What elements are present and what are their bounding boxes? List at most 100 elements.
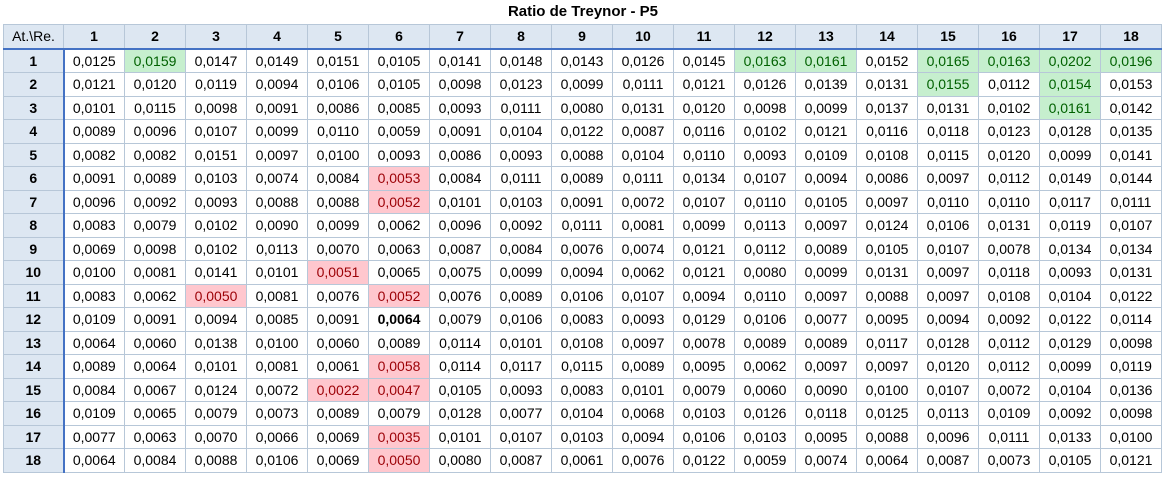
table-row: 10 0,0100 0,0081 0,0141 0,0101 0,0051 0,0065 0,… xyxy=(3,260,1162,285)
table-cell: 0,0099 xyxy=(795,260,857,285)
table-cell: 0,0064 xyxy=(63,448,125,473)
table-cell: 0,0097 xyxy=(795,283,857,308)
table-cell: 0,0089 xyxy=(612,354,674,379)
table-cell: 0,0079 xyxy=(368,401,430,426)
row-header: 4 xyxy=(3,119,65,144)
table-cell-highlight-low: 0,0047 xyxy=(368,377,430,402)
table-cell: 0,0115 xyxy=(124,95,186,120)
table-cell: 0,0070 xyxy=(185,424,247,449)
table-cell: 0,0112 xyxy=(978,72,1040,97)
table-cell-highlight-low: 0,0053 xyxy=(368,166,430,191)
column-header: 15 xyxy=(917,24,979,50)
table-cell: 0,0067 xyxy=(124,377,186,402)
table-cell: 0,0097 xyxy=(795,354,857,379)
table-cell: 0,0110 xyxy=(734,283,796,308)
table-cell-highlight-low: 0,0058 xyxy=(368,354,430,379)
table-cell: 0,0110 xyxy=(917,189,979,214)
table-cell: 0,0153 xyxy=(1100,72,1162,97)
table-cell: 0,0099 xyxy=(673,213,735,238)
table-cell: 0,0111 xyxy=(612,72,674,97)
table-cell: 0,0107 xyxy=(185,119,247,144)
table-cell-highlight-low: 0,0050 xyxy=(368,448,430,473)
table-cell: 0,0094 xyxy=(612,424,674,449)
table-cell: 0,0111 xyxy=(490,95,552,120)
table-cell-highlight-high: 0,0163 xyxy=(978,48,1040,73)
table-cell: 0,0070 xyxy=(307,236,369,261)
table-cell: 0,0088 xyxy=(856,424,918,449)
table-cell: 0,0089 xyxy=(124,166,186,191)
table-cell: 0,0101 xyxy=(185,354,247,379)
table-cell: 0,0081 xyxy=(124,260,186,285)
table-cell: 0,0091 xyxy=(63,166,125,191)
table-cell: 0,0062 xyxy=(368,213,430,238)
table-cell: 0,0077 xyxy=(490,401,552,426)
table-cell: 0,0097 xyxy=(856,189,918,214)
table-cell: 0,0081 xyxy=(246,283,308,308)
table-cell: 0,0145 xyxy=(673,48,735,73)
table-cell: 0,0093 xyxy=(734,142,796,167)
table-row: 8 0,0083 0,0079 0,0102 0,0090 0,0099 0,0062 0,0… xyxy=(3,213,1162,238)
row-header: 15 xyxy=(3,377,65,402)
table-cell: 0,0097 xyxy=(856,354,918,379)
table-cell: 0,0094 xyxy=(246,72,308,97)
table-cell: 0,0126 xyxy=(612,48,674,73)
table-cell: 0,0125 xyxy=(856,401,918,426)
table-cell: 0,0120 xyxy=(978,142,1040,167)
table-cell: 0,0087 xyxy=(612,119,674,144)
table-cell: 0,0096 xyxy=(63,189,125,214)
table-cell: 0,0137 xyxy=(856,95,918,120)
table-cell: 0,0133 xyxy=(1039,424,1101,449)
table-cell: 0,0078 xyxy=(978,236,1040,261)
table-cell: 0,0107 xyxy=(612,283,674,308)
table-cell: 0,0121 xyxy=(63,72,125,97)
table-cell: 0,0086 xyxy=(856,166,918,191)
table-cell: 0,0080 xyxy=(734,260,796,285)
table-row: 2 0,0121 0,0120 0,0119 0,0094 0,0106 0,0105 0,0… xyxy=(3,72,1162,97)
table-cell: 0,0096 xyxy=(124,119,186,144)
table-cell: 0,0131 xyxy=(856,260,918,285)
table-cell: 0,0131 xyxy=(856,72,918,97)
table-cell: 0,0095 xyxy=(673,354,735,379)
table-cell: 0,0103 xyxy=(185,166,247,191)
table-cell: 0,0101 xyxy=(429,424,491,449)
table-cell: 0,0135 xyxy=(1100,119,1162,144)
table-cell-highlight-high: 0,0155 xyxy=(917,72,979,97)
table-cell: 0,0110 xyxy=(673,142,735,167)
table-row: 15 0,0084 0,0067 0,0124 0,0072 0,0022 0,0047 0,… xyxy=(3,377,1162,402)
table-cell: 0,0072 xyxy=(978,377,1040,402)
row-header: 16 xyxy=(3,401,65,426)
table-cell: 0,0094 xyxy=(673,283,735,308)
table-cell: 0,0120 xyxy=(673,95,735,120)
table-cell: 0,0097 xyxy=(246,142,308,167)
column-header: 3 xyxy=(185,24,247,50)
table-cell: 0,0079 xyxy=(124,213,186,238)
row-header: 6 xyxy=(3,166,65,191)
table-cell: 0,0113 xyxy=(917,401,979,426)
table-cell: 0,0062 xyxy=(124,283,186,308)
treynor-ratio-table: At.\Re. 1 2 3 4 5 6 7 8 9 10 11 12 13 14 15 16 17 18 1 0,0… xyxy=(3,24,1162,473)
table-cell: 0,0109 xyxy=(978,401,1040,426)
table-cell: 0,0096 xyxy=(429,213,491,238)
table-cell: 0,0128 xyxy=(1039,119,1101,144)
table-cell: 0,0107 xyxy=(673,189,735,214)
table-cell: 0,0090 xyxy=(795,377,857,402)
table-cell: 0,0097 xyxy=(612,330,674,355)
table-cell: 0,0105 xyxy=(1039,448,1101,473)
table-row: 11 0,0083 0,0062 0,0050 0,0081 0,0076 0,0052 0,… xyxy=(3,283,1162,308)
table-cell: 0,0096 xyxy=(917,424,979,449)
table-cell: 0,0118 xyxy=(917,119,979,144)
table-cell: 0,0093 xyxy=(490,142,552,167)
table-cell: 0,0094 xyxy=(551,260,613,285)
row-header: 11 xyxy=(3,283,65,308)
table-cell: 0,0121 xyxy=(673,260,735,285)
table-cell-highlight-low: 0,0051 xyxy=(307,260,369,285)
table-cell: 0,0122 xyxy=(1039,307,1101,332)
table-cell: 0,0065 xyxy=(368,260,430,285)
table-cell: 0,0108 xyxy=(856,142,918,167)
table-cell: 0,0106 xyxy=(490,307,552,332)
table-cell: 0,0108 xyxy=(978,283,1040,308)
table-cell: 0,0090 xyxy=(246,213,308,238)
table-cell: 0,0109 xyxy=(63,401,125,426)
table-cell: 0,0126 xyxy=(734,72,796,97)
table-cell: 0,0113 xyxy=(734,213,796,238)
